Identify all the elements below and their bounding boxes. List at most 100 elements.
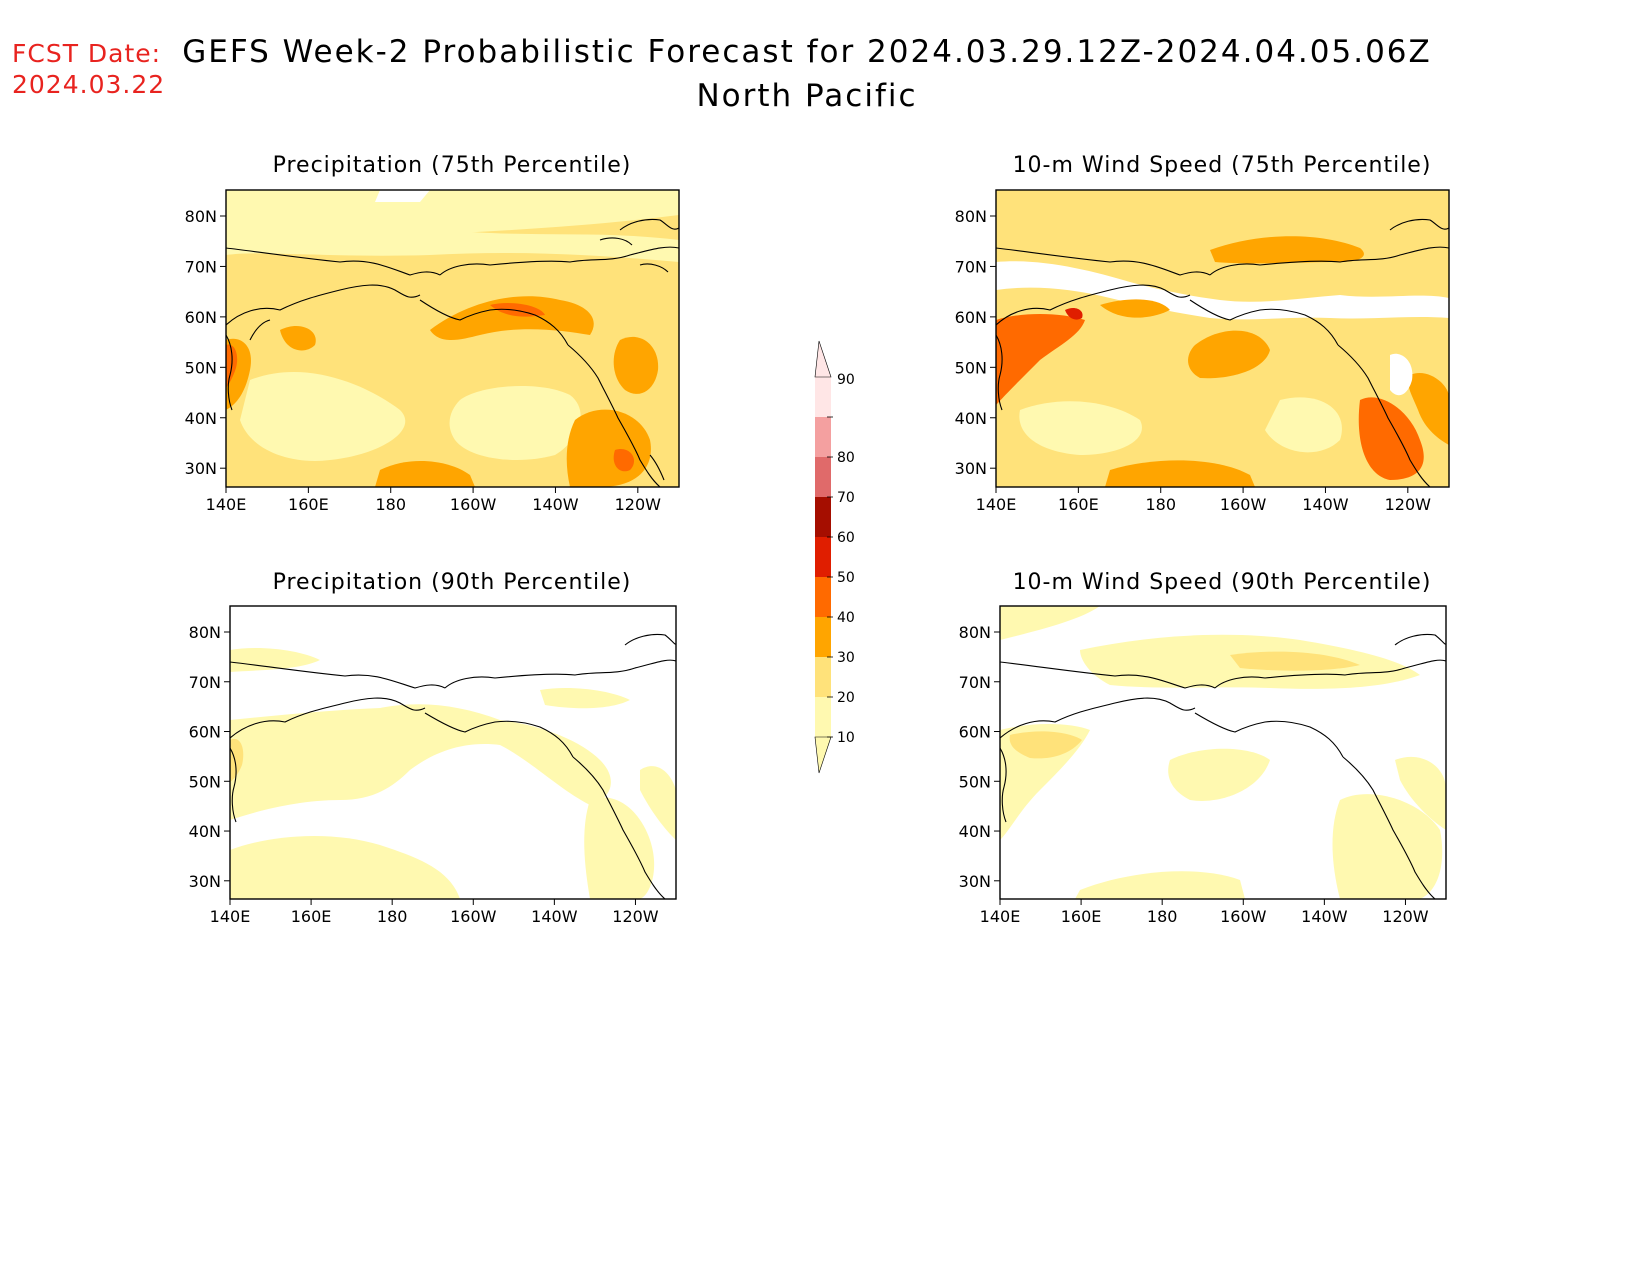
lon-ticks-wind75: 140E 160E 180 160W 140W 120W 80N 70N 60N 50N 40N 30… [955, 207, 1432, 514]
lon-ticks-precip75: 140E 160E 180 160W 140W 120W 80N 70N 60N 50N 40N 30… [185, 207, 662, 514]
lon-tick-label: 160W [1220, 495, 1267, 514]
field-region-mid [613, 336, 659, 394]
coastline-wind90 [1000, 633, 1446, 899]
lon-tick-label: 180 [1147, 907, 1178, 926]
fcst-date-block: FCST Date: 2024.03.22 [12, 38, 165, 100]
fcst-date-label: FCST Date: [12, 39, 162, 68]
lat-tick-label: 50N [955, 358, 987, 377]
panel-wind75: 10-m Wind Speed (75th Percentile) [955, 153, 1450, 514]
field-region-low [230, 835, 460, 899]
lon-ticks-precip90: 140E 160E 180 160W 140W 120W 80N 70N 60N 50N 40N 30… [189, 623, 659, 926]
lon-tick-label: 160W [450, 495, 497, 514]
lon-tick-label: 160E [1061, 907, 1102, 926]
colorbar-label: 50 [837, 570, 855, 586]
panel-frame-wind90 [999, 605, 1447, 900]
fcst-date-value: 2024.03.22 [12, 70, 166, 99]
lon-tick-label: 160E [1058, 495, 1099, 514]
lat-tick-label: 30N [959, 872, 991, 891]
lat-tick-label: 70N [959, 673, 991, 692]
panel-title-wind90: 10-m Wind Speed (90th Percentile) [1013, 570, 1432, 595]
lon-tick-label: 140W [532, 495, 579, 514]
field-region-high [490, 303, 545, 317]
colorbar-swatch [815, 697, 831, 737]
field-region-mid [375, 460, 475, 487]
field-region-low [1395, 756, 1446, 830]
field-region-low [230, 704, 611, 820]
coastline-precip75 [226, 218, 679, 487]
lon-tick-label: 160W [1220, 907, 1267, 926]
panel-title-wind75: 10-m Wind Speed (75th Percentile) [1013, 153, 1432, 178]
colorbar-label: 20 [837, 690, 855, 706]
colorbar-swatch [815, 577, 831, 617]
lat-tick-label: 80N [185, 207, 217, 226]
lon-tick-label: 140E [976, 495, 1017, 514]
lat-tick-label: 70N [189, 673, 221, 692]
page-title: GEFS Week-2 Probabilistic Forecast for 2… [182, 34, 1432, 70]
panel-precip90: Precipitation (90th Percentile) 140E 160E… [189, 570, 677, 926]
field-precip75 [226, 190, 679, 487]
lat-tick-label: 80N [959, 623, 991, 642]
field-region-white [375, 190, 430, 202]
field-region-low [226, 218, 679, 262]
field-wind75 [996, 190, 1449, 487]
colorbar-swatch [815, 537, 831, 577]
lat-tick-label: 50N [189, 772, 221, 791]
field-region-low [1265, 397, 1342, 453]
lon-tick-label: 140W [1301, 907, 1348, 926]
field-region-low [640, 766, 676, 840]
colorbar-label: 90 [837, 372, 855, 388]
field-region-low [1168, 748, 1270, 801]
lon-tick-label: 140E [206, 495, 247, 514]
lon-tick-label: 140E [980, 907, 1021, 926]
field-region-mid [1105, 460, 1255, 487]
colorbar-label: 30 [837, 650, 855, 666]
lat-tick-label: 70N [185, 257, 217, 276]
lon-tick-label: 160E [291, 907, 332, 926]
lat-tick-label: 30N [955, 459, 987, 478]
lon-tick-label: 120W [615, 495, 662, 514]
panel-frame-wind75 [995, 189, 1450, 488]
coastline-wind75 [996, 218, 1449, 487]
lon-tick-label: 140E [210, 907, 251, 926]
panel-title-precip75: Precipitation (75th Percentile) [273, 153, 632, 178]
field-region-mid [1009, 731, 1082, 759]
lon-tick-label: 180 [375, 495, 406, 514]
colorbar-swatch [815, 377, 831, 417]
lon-tick-label: 120W [1385, 495, 1432, 514]
colorbar-label: 70 [837, 490, 855, 506]
colorbar: 10 20 30 40 50 60 70 80 90 [814, 340, 855, 774]
colorbar-label: 10 [837, 730, 855, 746]
colorbar-label: 60 [837, 530, 855, 546]
field-region-mid [1210, 236, 1364, 264]
lat-tick-label: 50N [959, 772, 991, 791]
colorbar-swatch [815, 457, 831, 497]
colorbar-label: 80 [837, 450, 855, 466]
panel-wind90: 10-m Wind Speed (90th Percentile) 140E 16… [959, 570, 1447, 926]
lat-tick-label: 30N [185, 459, 217, 478]
colorbar-tip-high [814, 340, 832, 378]
lon-tick-label: 180 [1145, 495, 1176, 514]
field-region-mid [430, 296, 594, 340]
lon-ticks-wind90: 140E 160E 180 160W 140W 120W 80N 70N 60N 50N 40N 30… [959, 623, 1429, 926]
field-region-higher [1065, 307, 1083, 320]
colorbar-swatch [815, 497, 831, 537]
lat-tick-label: 40N [959, 822, 991, 841]
field-region-white [1390, 353, 1413, 396]
colorbar-label: 40 [837, 610, 855, 626]
field-region-mid [1188, 330, 1270, 379]
field-precip90 [230, 606, 676, 899]
lat-tick-label: 30N [189, 872, 221, 891]
lat-tick-label: 40N [189, 822, 221, 841]
lat-tick-label: 80N [955, 207, 987, 226]
lon-tick-label: 160E [288, 495, 329, 514]
panel-title-precip90: Precipitation (90th Percentile) [273, 570, 632, 595]
colorbar-swatch [815, 617, 831, 657]
lat-tick-label: 80N [189, 623, 221, 642]
field-region-low [1000, 606, 1100, 640]
field-region-low [230, 648, 320, 672]
panel-precip75: Precipitation (75th Percentile) [185, 153, 680, 514]
lat-tick-label: 40N [955, 409, 987, 428]
field-region-low [1019, 401, 1142, 455]
lon-tick-label: 180 [377, 907, 408, 926]
lat-tick-label: 50N [185, 358, 217, 377]
